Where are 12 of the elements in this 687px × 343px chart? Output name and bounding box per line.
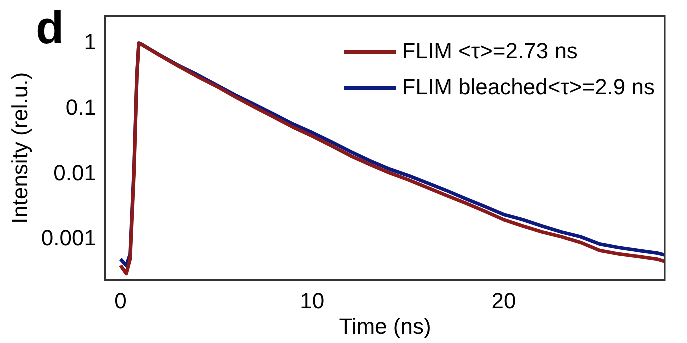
y-tick-label: 1	[84, 29, 96, 54]
legend-label: FLIM bleached<τ>=2.9 ns	[402, 74, 656, 100]
y-axis-title: Intensity (rel.u.)	[7, 72, 32, 224]
x-tick-label: 10	[300, 288, 325, 314]
y-tick-label: 0.01	[54, 160, 96, 186]
x-tick-label: 20	[492, 288, 516, 314]
y-tick-label: 0.1	[66, 94, 96, 120]
y-tick-label: 0.001	[41, 226, 96, 251]
x-axis-title: Time (ns)	[339, 314, 432, 339]
legend-label: FLIM <τ>=2.73 ns	[402, 38, 578, 64]
x-tick-label: 0	[114, 288, 127, 314]
text: d	[36, 2, 64, 54]
